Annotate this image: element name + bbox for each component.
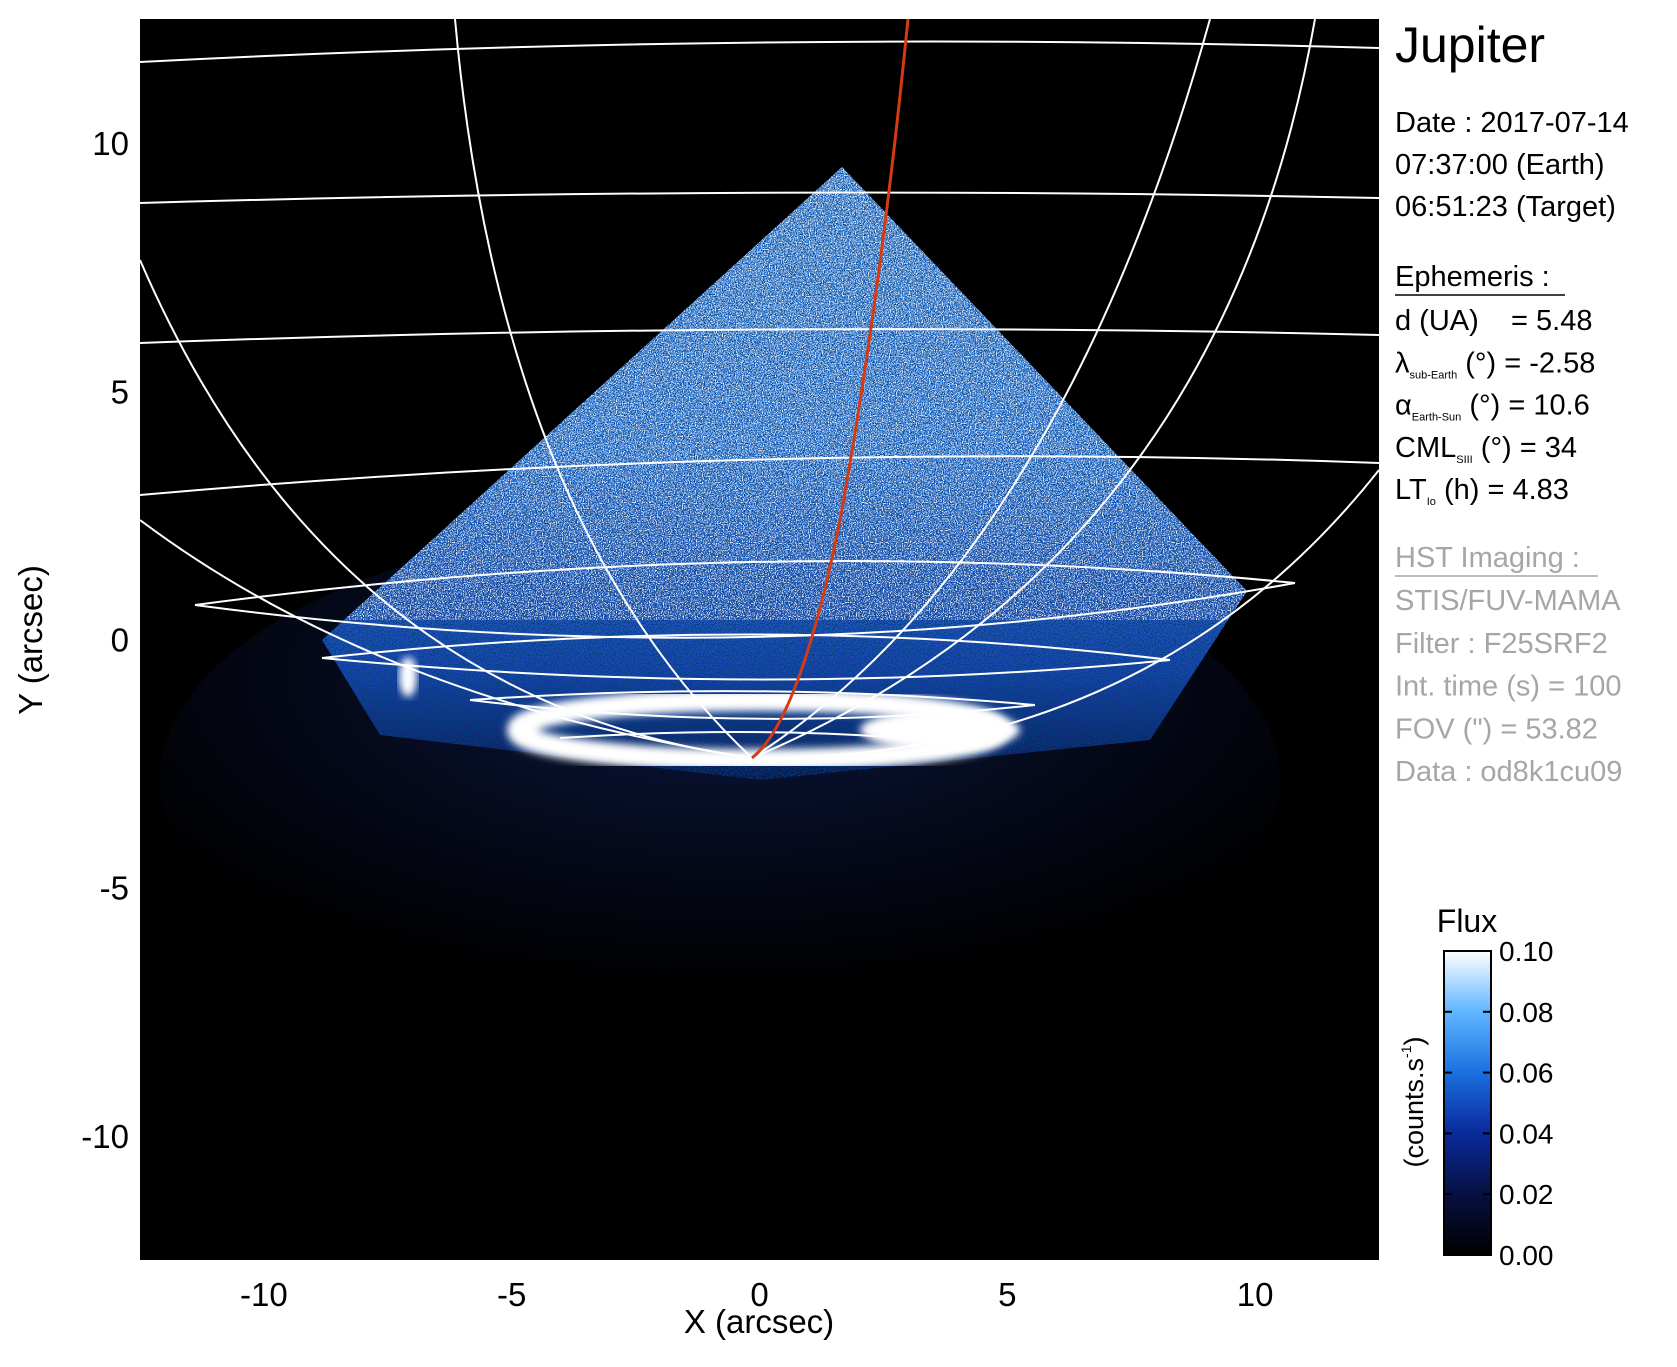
colorbar-tick-label: 0.02 bbox=[1499, 1179, 1554, 1210]
ephemeris-title: Ephemeris : bbox=[1395, 261, 1550, 293]
x-tick-label: -5 bbox=[497, 1276, 526, 1313]
aurora bbox=[399, 657, 1020, 771]
colorbar-tick-label: 0.06 bbox=[1499, 1058, 1554, 1089]
ephemeris-line: CMLSIII (°) = 34 bbox=[1395, 432, 1577, 466]
y-tick-label: 10 bbox=[92, 125, 129, 162]
planet-grid bbox=[140, 19, 1379, 760]
ephemeris-subscript: SIII bbox=[1456, 454, 1473, 466]
x-tick-label: -10 bbox=[240, 1276, 288, 1313]
ephemeris-symbol: λ bbox=[1395, 347, 1410, 379]
y-tick-label: 5 bbox=[111, 373, 129, 410]
colorbar-tick-label: 0.00 bbox=[1499, 1240, 1554, 1271]
unit-text: (counts.s bbox=[1399, 1058, 1429, 1168]
colorbar-tick-label: 0.10 bbox=[1499, 936, 1554, 967]
observation-line: Date : 2017-07-14 bbox=[1395, 107, 1629, 139]
imaging-line: Data : od8k1cu09 bbox=[1395, 756, 1622, 788]
ephemeris-subscript: Earth-Sun bbox=[1412, 412, 1462, 424]
x-axis-label: X (arcsec) bbox=[684, 1303, 834, 1340]
ephemeris-line: αEarth-Sun (°) = 10.6 bbox=[1395, 390, 1590, 424]
colorbar bbox=[1443, 950, 1492, 1256]
unit-superscript: -1 bbox=[1398, 1045, 1414, 1058]
ephemeris-symbol: d (UA) = 5.48 bbox=[1395, 305, 1592, 337]
imaging-title: HST Imaging : bbox=[1395, 542, 1580, 574]
x-tick-label: 5 bbox=[998, 1276, 1016, 1313]
ephemeris-subscript: Io bbox=[1427, 496, 1436, 508]
ephemeris-text: (h) = 4.83 bbox=[1436, 474, 1569, 506]
colorbar-unit: (counts.s-1) bbox=[1398, 1037, 1429, 1168]
colorbar-title: Flux bbox=[1437, 903, 1497, 939]
ephemeris-line: d (UA) = 5.48 bbox=[1395, 305, 1592, 337]
unit-close: ) bbox=[1399, 1037, 1429, 1046]
ephemeris-text: (°) = 34 bbox=[1473, 432, 1577, 464]
x-tick-label: 10 bbox=[1237, 1276, 1274, 1313]
ephemeris-symbol: LT bbox=[1395, 474, 1427, 506]
y-tick-label: 0 bbox=[111, 622, 129, 659]
ephemeris-symbol: CML bbox=[1395, 432, 1456, 464]
ephemeris-line: LTIo (h) = 4.83 bbox=[1395, 474, 1569, 508]
imaging-line: Int. time (s) = 100 bbox=[1395, 671, 1621, 703]
y-tick-label: -5 bbox=[100, 870, 129, 907]
colorbar-tick-label: 0.04 bbox=[1499, 1118, 1554, 1149]
ephemeris-symbol: α bbox=[1395, 390, 1412, 422]
x-tick-label: 0 bbox=[750, 1276, 768, 1313]
observation-line: 06:51:23 (Target) bbox=[1395, 191, 1616, 223]
y-axis-label: Y (arcsec) bbox=[12, 565, 49, 715]
ephemeris-text: (°) = 10.6 bbox=[1461, 390, 1589, 422]
observation-line: 07:37:00 (Earth) bbox=[1395, 149, 1605, 181]
colorbar-tick-label: 0.08 bbox=[1499, 997, 1554, 1028]
y-tick-label: -10 bbox=[81, 1118, 129, 1155]
imaging-line: Filter : F25SRF2 bbox=[1395, 628, 1608, 660]
trajectory bbox=[751, 19, 910, 760]
imaging-line: STIS/FUV-MAMA bbox=[1395, 585, 1621, 617]
imaging-line: FOV (") = 53.82 bbox=[1395, 713, 1598, 745]
ephemeris-text: (°) = -2.58 bbox=[1457, 347, 1595, 379]
image bbox=[140, 19, 1379, 1260]
ephemeris-line: λsub-Earth (°) = -2.58 bbox=[1395, 347, 1595, 381]
ephemeris-subscript: sub-Earth bbox=[1410, 369, 1458, 381]
title: Jupiter bbox=[1395, 17, 1545, 73]
